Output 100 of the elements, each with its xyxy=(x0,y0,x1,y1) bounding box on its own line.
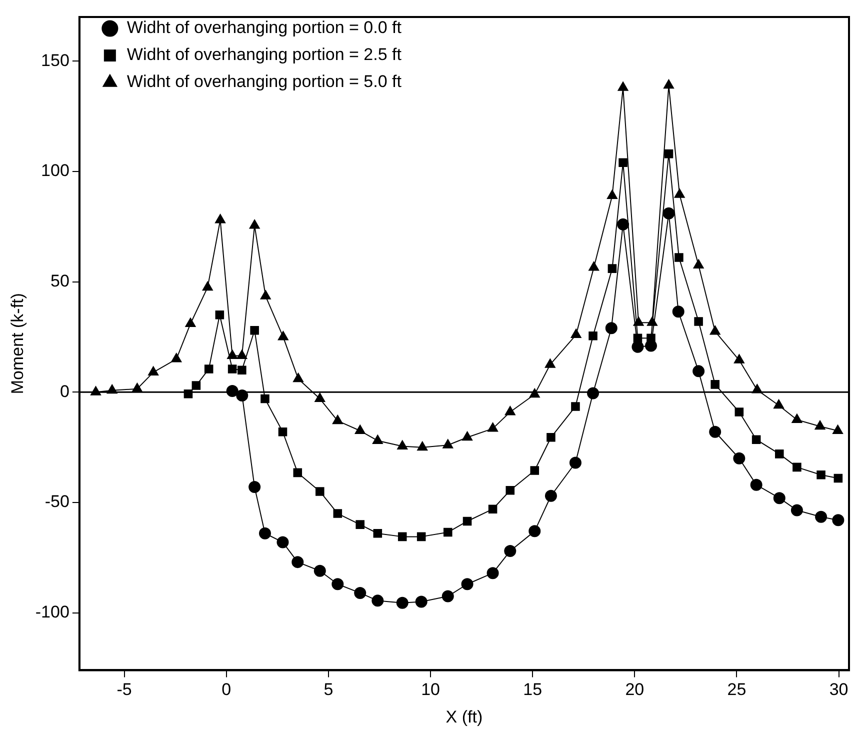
point xyxy=(672,306,684,318)
point xyxy=(605,322,618,334)
point xyxy=(546,433,556,442)
point xyxy=(314,392,326,402)
x-tick-label: 10 xyxy=(421,680,440,700)
legend-label: Widht of overhanging portion = 2.5 ft xyxy=(126,45,402,64)
point xyxy=(373,528,382,538)
point xyxy=(693,259,704,269)
x-tick-label: 0 xyxy=(222,680,232,700)
point xyxy=(814,420,826,430)
y-tick-label: 100 xyxy=(41,161,70,180)
point xyxy=(442,439,454,448)
point xyxy=(185,318,196,327)
point xyxy=(663,79,674,89)
point xyxy=(397,440,408,450)
y-tick-label: -100 xyxy=(35,602,70,622)
point xyxy=(276,536,289,548)
point xyxy=(372,434,383,444)
legend-label: Widht of overhanging portion = 0.0 ft xyxy=(126,18,402,38)
point xyxy=(694,317,703,326)
point xyxy=(461,578,474,590)
point xyxy=(571,402,580,411)
point xyxy=(674,253,684,262)
point xyxy=(106,384,118,394)
point xyxy=(462,431,473,441)
point xyxy=(544,490,557,502)
point xyxy=(734,354,744,364)
point xyxy=(734,408,744,416)
point xyxy=(171,353,182,362)
point xyxy=(90,386,102,396)
point xyxy=(775,450,784,458)
point xyxy=(587,387,600,400)
point xyxy=(204,364,214,374)
point xyxy=(215,310,224,320)
point xyxy=(815,510,828,523)
point xyxy=(249,220,260,229)
point xyxy=(248,481,261,494)
y-tick-label: 0 xyxy=(60,382,70,401)
point xyxy=(504,406,516,416)
point xyxy=(260,290,271,300)
point xyxy=(260,394,270,404)
point xyxy=(710,380,720,389)
point xyxy=(332,414,343,424)
x-tick-label: 30 xyxy=(829,680,848,700)
point xyxy=(192,381,201,390)
point xyxy=(506,486,515,495)
y-tick-label: -50 xyxy=(44,492,70,512)
point xyxy=(773,492,786,504)
point xyxy=(488,422,498,432)
point xyxy=(227,350,238,359)
point xyxy=(278,330,288,340)
point xyxy=(228,364,237,374)
point xyxy=(544,358,556,368)
point xyxy=(486,567,499,580)
point xyxy=(709,426,722,438)
y-axis-title: Moment (k-ft) xyxy=(8,293,27,394)
point xyxy=(316,487,324,496)
point xyxy=(442,590,454,602)
point xyxy=(314,564,326,577)
point xyxy=(752,435,761,444)
point xyxy=(354,424,366,434)
point xyxy=(832,424,844,434)
point xyxy=(293,468,302,478)
point xyxy=(692,365,705,378)
point xyxy=(462,516,472,526)
point xyxy=(333,509,342,518)
point xyxy=(832,514,844,526)
point xyxy=(356,520,364,529)
point xyxy=(398,532,407,542)
point xyxy=(674,188,685,198)
point xyxy=(710,325,720,335)
point xyxy=(618,158,628,168)
point xyxy=(617,218,630,230)
point xyxy=(606,190,618,199)
point xyxy=(530,466,540,475)
point xyxy=(618,82,628,91)
point xyxy=(354,586,366,599)
point xyxy=(790,504,803,516)
point xyxy=(816,470,826,480)
point xyxy=(236,389,248,402)
point xyxy=(215,214,226,224)
point xyxy=(569,456,582,469)
x-tick-label: 25 xyxy=(727,680,746,700)
point xyxy=(570,328,582,338)
point xyxy=(664,149,674,158)
point xyxy=(417,441,428,451)
point xyxy=(792,414,802,423)
point xyxy=(608,264,617,273)
point xyxy=(662,207,675,220)
point xyxy=(292,372,304,382)
point xyxy=(372,594,384,607)
point xyxy=(258,527,271,540)
point xyxy=(488,504,498,514)
point xyxy=(792,462,802,472)
point xyxy=(588,331,598,340)
point xyxy=(529,388,540,398)
point xyxy=(278,427,288,436)
legend-label: Widht of overhanging portion = 5.0 ft xyxy=(126,72,402,92)
x-tick-label: 5 xyxy=(324,680,334,700)
point xyxy=(236,350,248,359)
